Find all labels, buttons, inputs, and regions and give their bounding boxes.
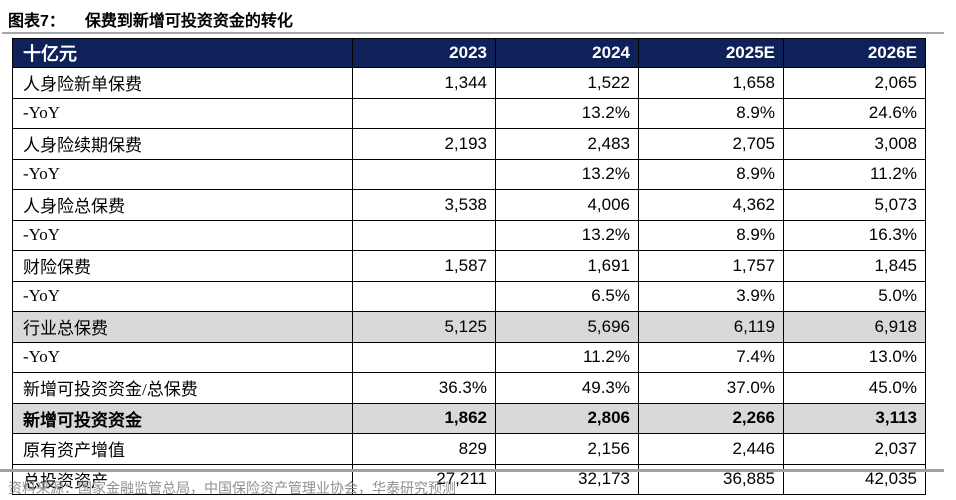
value-cell [352, 158, 496, 190]
table-row: -YoY 13.2% 8.9% 16.3% [12, 219, 926, 251]
table-row: 行业总保费 5,125 5,696 6,119 6,918 [12, 311, 926, 343]
value-cell: 2,065 [783, 67, 926, 99]
title-underline [2, 32, 944, 34]
value-cell: 2,266 [638, 402, 784, 434]
table-row: -YoY 11.2% 7.4% 13.0% [12, 341, 926, 373]
value-cell: 1,587 [352, 250, 496, 282]
value-cell: 13.2% [495, 219, 639, 251]
value-cell: 2,446 [638, 433, 784, 465]
value-cell [352, 97, 496, 129]
value-cell: 16.3% [783, 219, 926, 251]
value-cell: 49.3% [495, 372, 639, 404]
value-cell: 5.0% [783, 280, 926, 312]
row-label-cell: -YoY [12, 158, 353, 190]
value-cell: 8.9% [638, 97, 784, 129]
row-label-cell: 财险保费 [12, 250, 353, 282]
table-row: 人身险续期保费 2,193 2,483 2,705 3,008 [12, 128, 926, 160]
value-cell: 3,113 [783, 402, 926, 434]
value-cell: 6.5% [495, 280, 639, 312]
value-cell: 13.0% [783, 341, 926, 373]
value-cell: 1,691 [495, 250, 639, 282]
value-cell: 2,806 [495, 402, 639, 434]
value-cell: 4,362 [638, 189, 784, 221]
unit-header-cell: 十亿元 [12, 38, 353, 68]
row-label-cell: 行业总保费 [12, 311, 353, 343]
value-cell: 36.3% [352, 372, 496, 404]
year-header-2024: 2024 [495, 38, 639, 68]
value-cell: 5,073 [783, 189, 926, 221]
value-cell [352, 219, 496, 251]
value-cell: 2,705 [638, 128, 784, 160]
table-row: 人身险新单保费 1,344 1,522 1,658 2,065 [12, 67, 926, 99]
year-header-2023: 2023 [352, 38, 496, 68]
row-label-cell: 人身险续期保费 [12, 128, 353, 160]
row-label-cell: 人身险总保费 [12, 189, 353, 221]
table-row: 原有资产增值 829 2,156 2,446 2,037 [12, 433, 926, 465]
value-cell: 5,696 [495, 311, 639, 343]
table-row: 新增可投资资金/总保费 36.3% 49.3% 37.0% 45.0% [12, 372, 926, 404]
row-label-cell: 新增可投资资金/总保费 [12, 372, 353, 404]
value-cell: 37.0% [638, 372, 784, 404]
value-cell: 2,037 [783, 433, 926, 465]
value-cell: 13.2% [495, 97, 639, 129]
value-cell: 11.2% [495, 341, 639, 373]
value-cell: 829 [352, 433, 496, 465]
value-cell: 3,538 [352, 189, 496, 221]
value-cell: 1,862 [352, 402, 496, 434]
value-cell: 8.9% [638, 219, 784, 251]
value-cell: 3,008 [783, 128, 926, 160]
figure-number-label: 图表7： [8, 13, 65, 30]
value-cell: 4,006 [495, 189, 639, 221]
table-row: 人身险总保费 3,538 4,006 4,362 5,073 [12, 189, 926, 221]
value-cell: 7.4% [638, 341, 784, 373]
table-row: -YoY 13.2% 8.9% 24.6% [12, 97, 926, 129]
source-note: 资料来源：国家金融监管总局，中国保险资产管理业协会，华泰研究预测 [8, 482, 456, 497]
table-row: 财险保费 1,587 1,691 1,757 1,845 [12, 250, 926, 282]
value-cell: 1,845 [783, 250, 926, 282]
row-label-cell: -YoY [12, 341, 353, 373]
table-row: 新增可投资资金 1,862 2,806 2,266 3,113 [12, 402, 926, 434]
value-cell: 24.6% [783, 97, 926, 129]
year-header-2025e: 2025E [638, 38, 784, 68]
row-label-cell: 新增可投资资金 [12, 402, 353, 434]
row-label-cell: -YoY [12, 97, 353, 129]
section-divider-rule [0, 469, 944, 472]
figure-title-text: 保费到新增可投资资金的转化 [84, 13, 293, 30]
value-cell: 11.2% [783, 158, 926, 190]
table-header-row: 十亿元 2023 2024 2025E 2026E [12, 38, 926, 68]
figure-title: 图表7： 保费到新增可投资资金的转化 [8, 7, 293, 31]
table-row: -YoY 6.5% 3.9% 5.0% [12, 280, 926, 312]
table-body: 人身险新单保费 1,344 1,522 1,658 2,065 -YoY 13.2% 8.9%… [12, 67, 926, 495]
table-row: -YoY 13.2% 8.9% 11.2% [12, 158, 926, 190]
value-cell: 5,125 [352, 311, 496, 343]
value-cell: 3.9% [638, 280, 784, 312]
value-cell: 2,193 [352, 128, 496, 160]
value-cell: 13.2% [495, 158, 639, 190]
value-cell: 6,119 [638, 311, 784, 343]
row-label-cell: 原有资产增值 [12, 433, 353, 465]
premium-conversion-table: 十亿元 2023 2024 2025E 2026E 人身险新单保费 1,344 1,… [12, 38, 926, 495]
value-cell: 1,522 [495, 67, 639, 99]
row-label-cell: -YoY [12, 280, 353, 312]
value-cell [352, 280, 496, 312]
value-cell: 1,757 [638, 250, 784, 282]
value-cell [352, 341, 496, 373]
value-cell: 8.9% [638, 158, 784, 190]
row-label-cell: -YoY [12, 219, 353, 251]
value-cell: 6,918 [783, 311, 926, 343]
row-label-cell: 人身险新单保费 [12, 67, 353, 99]
value-cell: 45.0% [783, 372, 926, 404]
year-header-2026e: 2026E [783, 38, 926, 68]
value-cell: 1,658 [638, 67, 784, 99]
value-cell: 2,483 [495, 128, 639, 160]
value-cell: 1,344 [352, 67, 496, 99]
value-cell: 2,156 [495, 433, 639, 465]
